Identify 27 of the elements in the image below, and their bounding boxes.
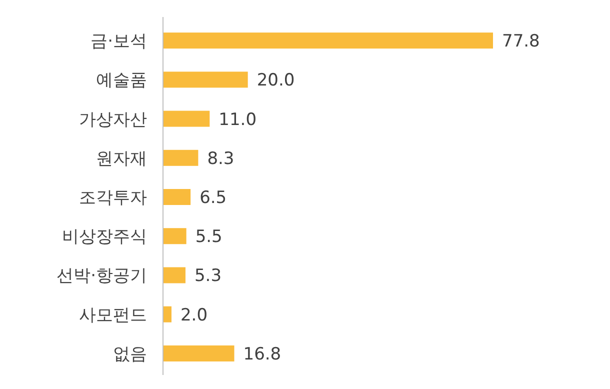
bar xyxy=(163,306,172,322)
y-tick-label: 예술품 xyxy=(96,70,147,91)
y-tick-label: 사모펀드 xyxy=(79,305,147,326)
y-tick-label: 금·보석 xyxy=(90,32,147,52)
data-label: 11.0 xyxy=(218,110,257,130)
y-tick-label: 비상장주식 xyxy=(62,227,147,248)
bar xyxy=(163,228,186,244)
bar xyxy=(163,345,234,362)
data-label: 16.8 xyxy=(243,344,282,364)
y-tick-label: 선박·항공기 xyxy=(56,266,147,286)
bar xyxy=(163,150,198,166)
bar xyxy=(163,32,493,49)
bar xyxy=(163,189,191,205)
bar xyxy=(163,110,210,127)
data-label: 77.8 xyxy=(502,32,540,52)
y-tick-label: 조각투자 xyxy=(79,188,147,208)
bar xyxy=(163,267,186,284)
data-label: 20.0 xyxy=(256,70,295,91)
bar xyxy=(163,72,248,88)
data-label: 6.5 xyxy=(200,188,227,208)
data-label: 8.3 xyxy=(207,148,234,169)
y-tick-label: 없음 xyxy=(113,344,147,364)
y-tick-label: 원자재 xyxy=(96,148,147,169)
data-label: 5.5 xyxy=(195,227,222,248)
data-label: 5.3 xyxy=(194,266,222,286)
y-tick-label: 가상자산 xyxy=(79,110,147,130)
data-label: 2.0 xyxy=(180,305,208,326)
